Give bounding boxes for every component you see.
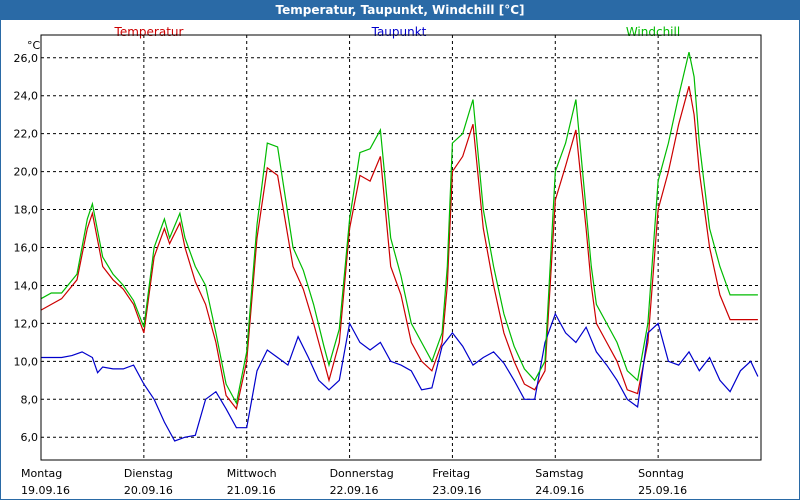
y-tick-label: 20,0	[14, 166, 39, 179]
x-tick-weekday: Freitag	[432, 467, 470, 480]
x-tick-weekday: Donnerstag	[330, 467, 394, 480]
y-axis-label: °C	[27, 39, 41, 52]
y-tick-label: 10,0	[14, 355, 39, 368]
x-tick-weekday: Mittwoch	[227, 467, 277, 480]
y-tick-label: 26,0	[14, 52, 39, 65]
y-tick-labels: 6,0 8,0 10,0 12,0 14,0 16,0 18,0 20,0 22,0 24,0 26…	[14, 52, 39, 444]
x-tick-date: 25.09.16	[638, 484, 687, 497]
series-line-windchill	[40, 51, 758, 405]
legend-entry-windchill: Windchill	[626, 25, 680, 39]
y-tick-label: 12,0	[14, 317, 39, 330]
x-tick-weekday: Samstag	[535, 467, 583, 480]
series-lines	[40, 51, 759, 442]
x-tick-weekday: Sonntag	[638, 467, 684, 480]
y-tick-label: 8,0	[21, 393, 39, 406]
y-tick-label: 22,0	[14, 128, 39, 141]
legend-entry-taupunkt: Taupunkt	[371, 25, 427, 39]
x-tick-date: 21.09.16	[227, 484, 276, 497]
x-tick-weekday: Montag	[21, 467, 62, 480]
x-tick-labels: Montag 19.09.16 Dienstag 20.09.16 Mittwoch 21…	[21, 467, 687, 497]
series-line-taupunkt	[41, 312, 759, 442]
x-tick-date: 23.09.16	[432, 484, 481, 497]
y-tick-label: 18,0	[14, 204, 39, 217]
x-tick-date: 19.09.16	[21, 484, 70, 497]
window-title: Temperatur, Taupunkt, Windchill [°C]	[275, 3, 525, 17]
chart-panel: 6,0 8,0 10,0 12,0 14,0 16,0 18,0 20,0 22,0 24,0 26…	[1, 20, 799, 499]
x-tick-date: 22.09.16	[330, 484, 379, 497]
y-tick-label: 24,0	[14, 90, 39, 103]
chart-svg: 6,0 8,0 10,0 12,0 14,0 16,0 18,0 20,0 22,0 24,0 26…	[14, 25, 762, 497]
y-tick-label: 14,0	[14, 279, 39, 292]
grid-lines	[41, 35, 761, 460]
plot-frame	[40, 34, 762, 461]
series-line-temperatur	[40, 86, 758, 411]
x-tick-date: 20.09.16	[124, 484, 173, 497]
y-tick-label: 16,0	[14, 242, 39, 255]
legend: Temperatur Taupunkt Windchill	[114, 25, 681, 39]
legend-entry-temperatur: Temperatur	[114, 25, 184, 39]
y-tick-label: 6,0	[21, 431, 39, 444]
x-tick-date: 24.09.16	[535, 484, 584, 497]
x-tick-weekday: Dienstag	[124, 467, 173, 480]
